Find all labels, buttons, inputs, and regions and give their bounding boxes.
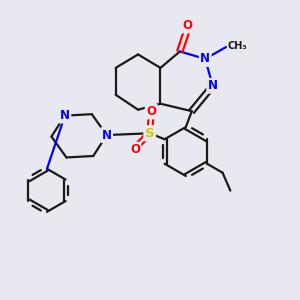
Text: O: O [146, 105, 156, 118]
Text: O: O [130, 143, 140, 156]
Text: N: N [102, 129, 112, 142]
Text: N: N [60, 109, 70, 122]
Text: N: N [200, 52, 210, 65]
Text: S: S [145, 127, 154, 140]
Text: CH₃: CH₃ [228, 41, 247, 51]
Text: N: N [208, 79, 218, 92]
Text: O: O [182, 19, 192, 32]
